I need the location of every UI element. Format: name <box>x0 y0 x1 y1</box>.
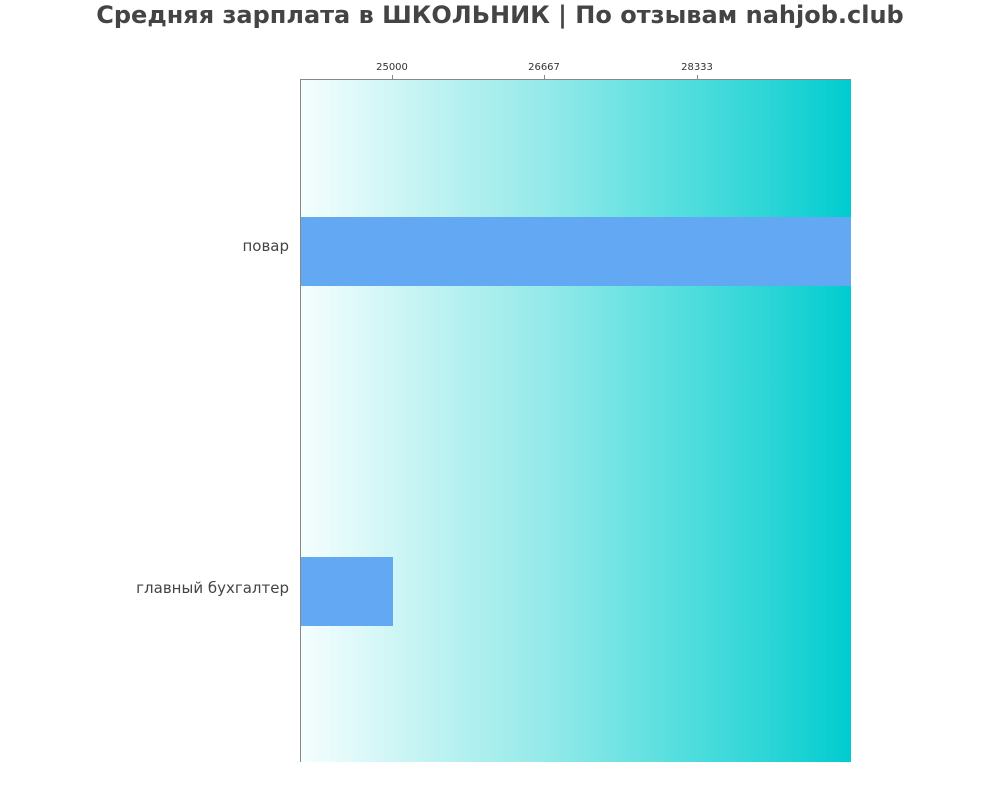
x-tick-label: 28333 <box>681 62 713 73</box>
y-category-label: главный бухгалтер <box>136 579 289 597</box>
chart-title: Средняя зарплата в ШКОЛЬНИК | По отзывам… <box>96 1 904 29</box>
x-tick-mark <box>697 75 698 80</box>
y-category-label: повар <box>242 237 289 255</box>
bar-glavnyy-bukhgalter <box>301 557 393 626</box>
plot-area <box>300 79 851 762</box>
x-tick-mark <box>544 75 545 80</box>
x-tick-label: 25000 <box>376 62 408 73</box>
x-tick-label: 26667 <box>528 62 560 73</box>
x-tick-mark <box>392 75 393 80</box>
bar-povar <box>301 217 851 286</box>
